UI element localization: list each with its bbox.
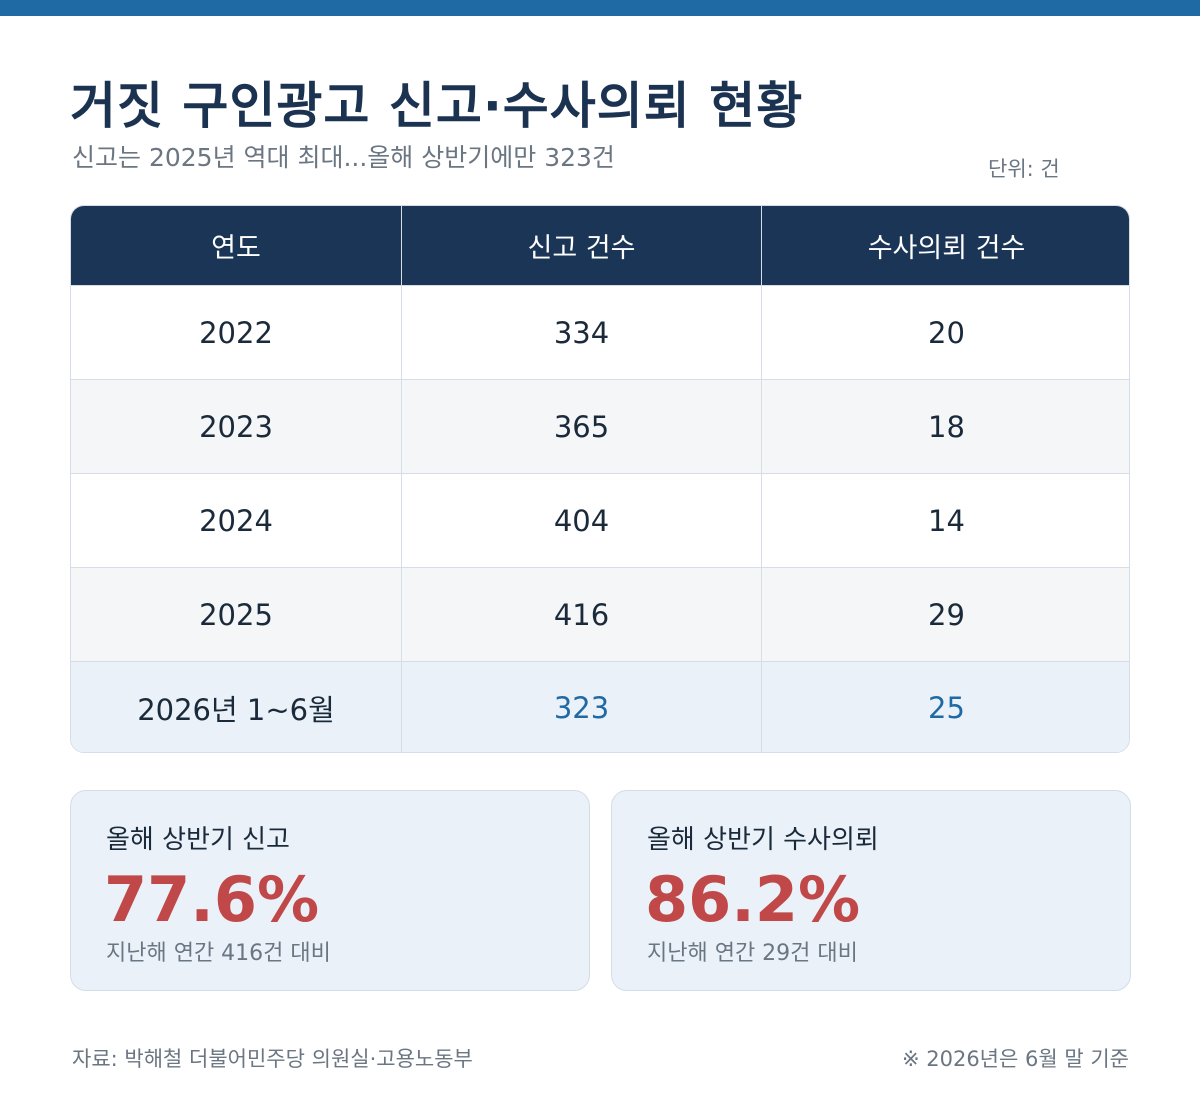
- cell-reports: 323: [553, 691, 610, 725]
- cell-reports: 416: [553, 597, 610, 632]
- page-subtitle: 신고는 2025년 역대 최대...올해 상반기에만 323건: [72, 143, 615, 172]
- stat-card-label: 올해 상반기 신고: [106, 825, 290, 855]
- column-divider: [761, 285, 762, 752]
- cell-reports: 404: [553, 503, 610, 538]
- header-divider: [401, 206, 402, 285]
- column-header-year: 연도: [211, 233, 261, 264]
- table-row: 2022 334 20: [71, 285, 1129, 379]
- unit-label: 단위: 건: [988, 157, 1060, 181]
- table-row: 2025 416 29: [71, 567, 1129, 661]
- cell-year: 2024: [199, 503, 273, 538]
- column-header-reports: 신고 건수: [527, 233, 636, 264]
- cell-investigations: 25: [928, 691, 965, 725]
- column-header-investigations: 수사의뢰 건수: [867, 233, 1026, 264]
- cell-year: 2026년 1~6월: [137, 693, 335, 727]
- table-row: 2023 365 18: [71, 379, 1129, 473]
- cell-year: 2022: [199, 315, 273, 350]
- stat-card-value: 77.6%: [104, 863, 320, 936]
- cell-investigations: 14: [928, 503, 965, 538]
- column-divider: [401, 285, 402, 752]
- table-header: 연도 신고 건수 수사의뢰 건수: [71, 206, 1129, 285]
- cell-reports: 365: [553, 409, 610, 444]
- source-note: 자료: 박해철 더불어민주당 의원실·고용노동부: [72, 1047, 473, 1071]
- header-divider: [761, 206, 762, 285]
- stat-card-label: 올해 상반기 수사의뢰: [647, 825, 879, 855]
- stat-card-note: 지난해 연간 416건 대비: [106, 941, 331, 966]
- page-title: 거짓 구인광고 신고·수사의뢰 현황: [70, 77, 804, 135]
- stat-card-note: 지난해 연간 29건 대비: [647, 941, 858, 966]
- stat-card-reports: 올해 상반기 신고 77.6% 지난해 연간 416건 대비: [70, 790, 590, 991]
- data-table: 연도 신고 건수 수사의뢰 건수 2022 334 20 2023 365 18…: [70, 205, 1130, 753]
- cell-investigations: 18: [928, 409, 965, 444]
- top-accent-bar: [0, 0, 1200, 16]
- footnote: ※ 2026년은 6월 말 기준: [901, 1047, 1129, 1071]
- table-row: 2024 404 14: [71, 473, 1129, 567]
- cell-investigations: 20: [928, 315, 965, 350]
- stat-card-investigations: 올해 상반기 수사의뢰 86.2% 지난해 연간 29건 대비: [611, 790, 1131, 991]
- cell-investigations: 29: [928, 597, 965, 632]
- cell-year: 2023: [199, 409, 273, 444]
- cell-year: 2025: [199, 597, 273, 632]
- stat-card-value: 86.2%: [645, 863, 861, 936]
- table-row-highlight: 2026년 1~6월 323 25: [71, 661, 1129, 752]
- cell-reports: 334: [553, 315, 610, 350]
